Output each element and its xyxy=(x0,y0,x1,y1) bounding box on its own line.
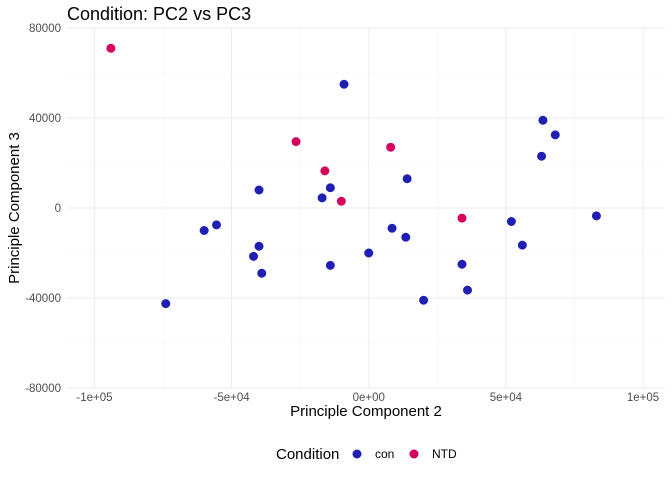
point-con xyxy=(538,115,548,125)
point-con xyxy=(199,226,209,235)
point-con xyxy=(317,193,327,203)
point-con xyxy=(364,248,374,258)
point-con xyxy=(387,223,397,233)
x-axis-title: Principle Component 2 xyxy=(290,403,442,420)
point-con xyxy=(517,240,527,250)
x-tick-label: 5e+04 xyxy=(490,392,523,404)
point-con xyxy=(161,299,171,309)
point-con xyxy=(325,260,335,270)
legend-title: Condition xyxy=(276,446,339,463)
point-con xyxy=(402,174,412,184)
legend-label-ntd: NTD xyxy=(432,447,457,461)
point-ntd xyxy=(457,213,467,223)
point-con xyxy=(419,295,429,305)
data-points xyxy=(106,43,601,309)
point-ntd xyxy=(386,142,396,152)
point-con xyxy=(591,211,601,221)
point-ntd xyxy=(106,43,116,53)
legend: Condition con NTD xyxy=(276,446,457,463)
chart-title: Condition: PC2 vs PC3 xyxy=(67,4,251,24)
point-con xyxy=(550,130,560,140)
point-con xyxy=(249,251,259,261)
y-tick-label: 80000 xyxy=(29,23,61,35)
point-con xyxy=(462,285,472,295)
point-ntd xyxy=(291,137,301,147)
x-tick-label: 1e+05 xyxy=(627,392,659,404)
y-tick-label: -40000 xyxy=(25,293,61,305)
point-ntd xyxy=(336,196,346,206)
point-con xyxy=(339,79,349,89)
point-ntd xyxy=(320,166,330,176)
point-con xyxy=(537,151,547,161)
y-tick-label: -80000 xyxy=(25,383,61,395)
legend-label-con: con xyxy=(375,447,394,461)
y-axis-title: Principle Component 3 xyxy=(6,132,23,284)
x-axis-ticks: -1e+05 -5e+04 0e+00 5e+04 1e+05 xyxy=(76,392,659,404)
legend-key-con xyxy=(352,449,362,459)
legend-key-ntd xyxy=(409,449,419,459)
y-axis-ticks: -80000 -40000 0 40000 80000 xyxy=(25,23,61,395)
point-con xyxy=(212,220,221,230)
x-tick-label: -5e+04 xyxy=(214,392,251,404)
point-con xyxy=(457,259,467,269)
point-con xyxy=(401,232,411,242)
x-tick-label: 0e+00 xyxy=(353,392,385,404)
point-con xyxy=(254,185,264,195)
point-con xyxy=(257,268,267,278)
y-tick-label: 40000 xyxy=(29,113,61,125)
y-tick-label: 0 xyxy=(55,203,61,215)
point-con xyxy=(254,241,264,251)
grid-major xyxy=(67,27,665,389)
point-con xyxy=(325,183,335,193)
point-con xyxy=(506,217,516,226)
x-tick-label: -1e+05 xyxy=(76,392,112,404)
